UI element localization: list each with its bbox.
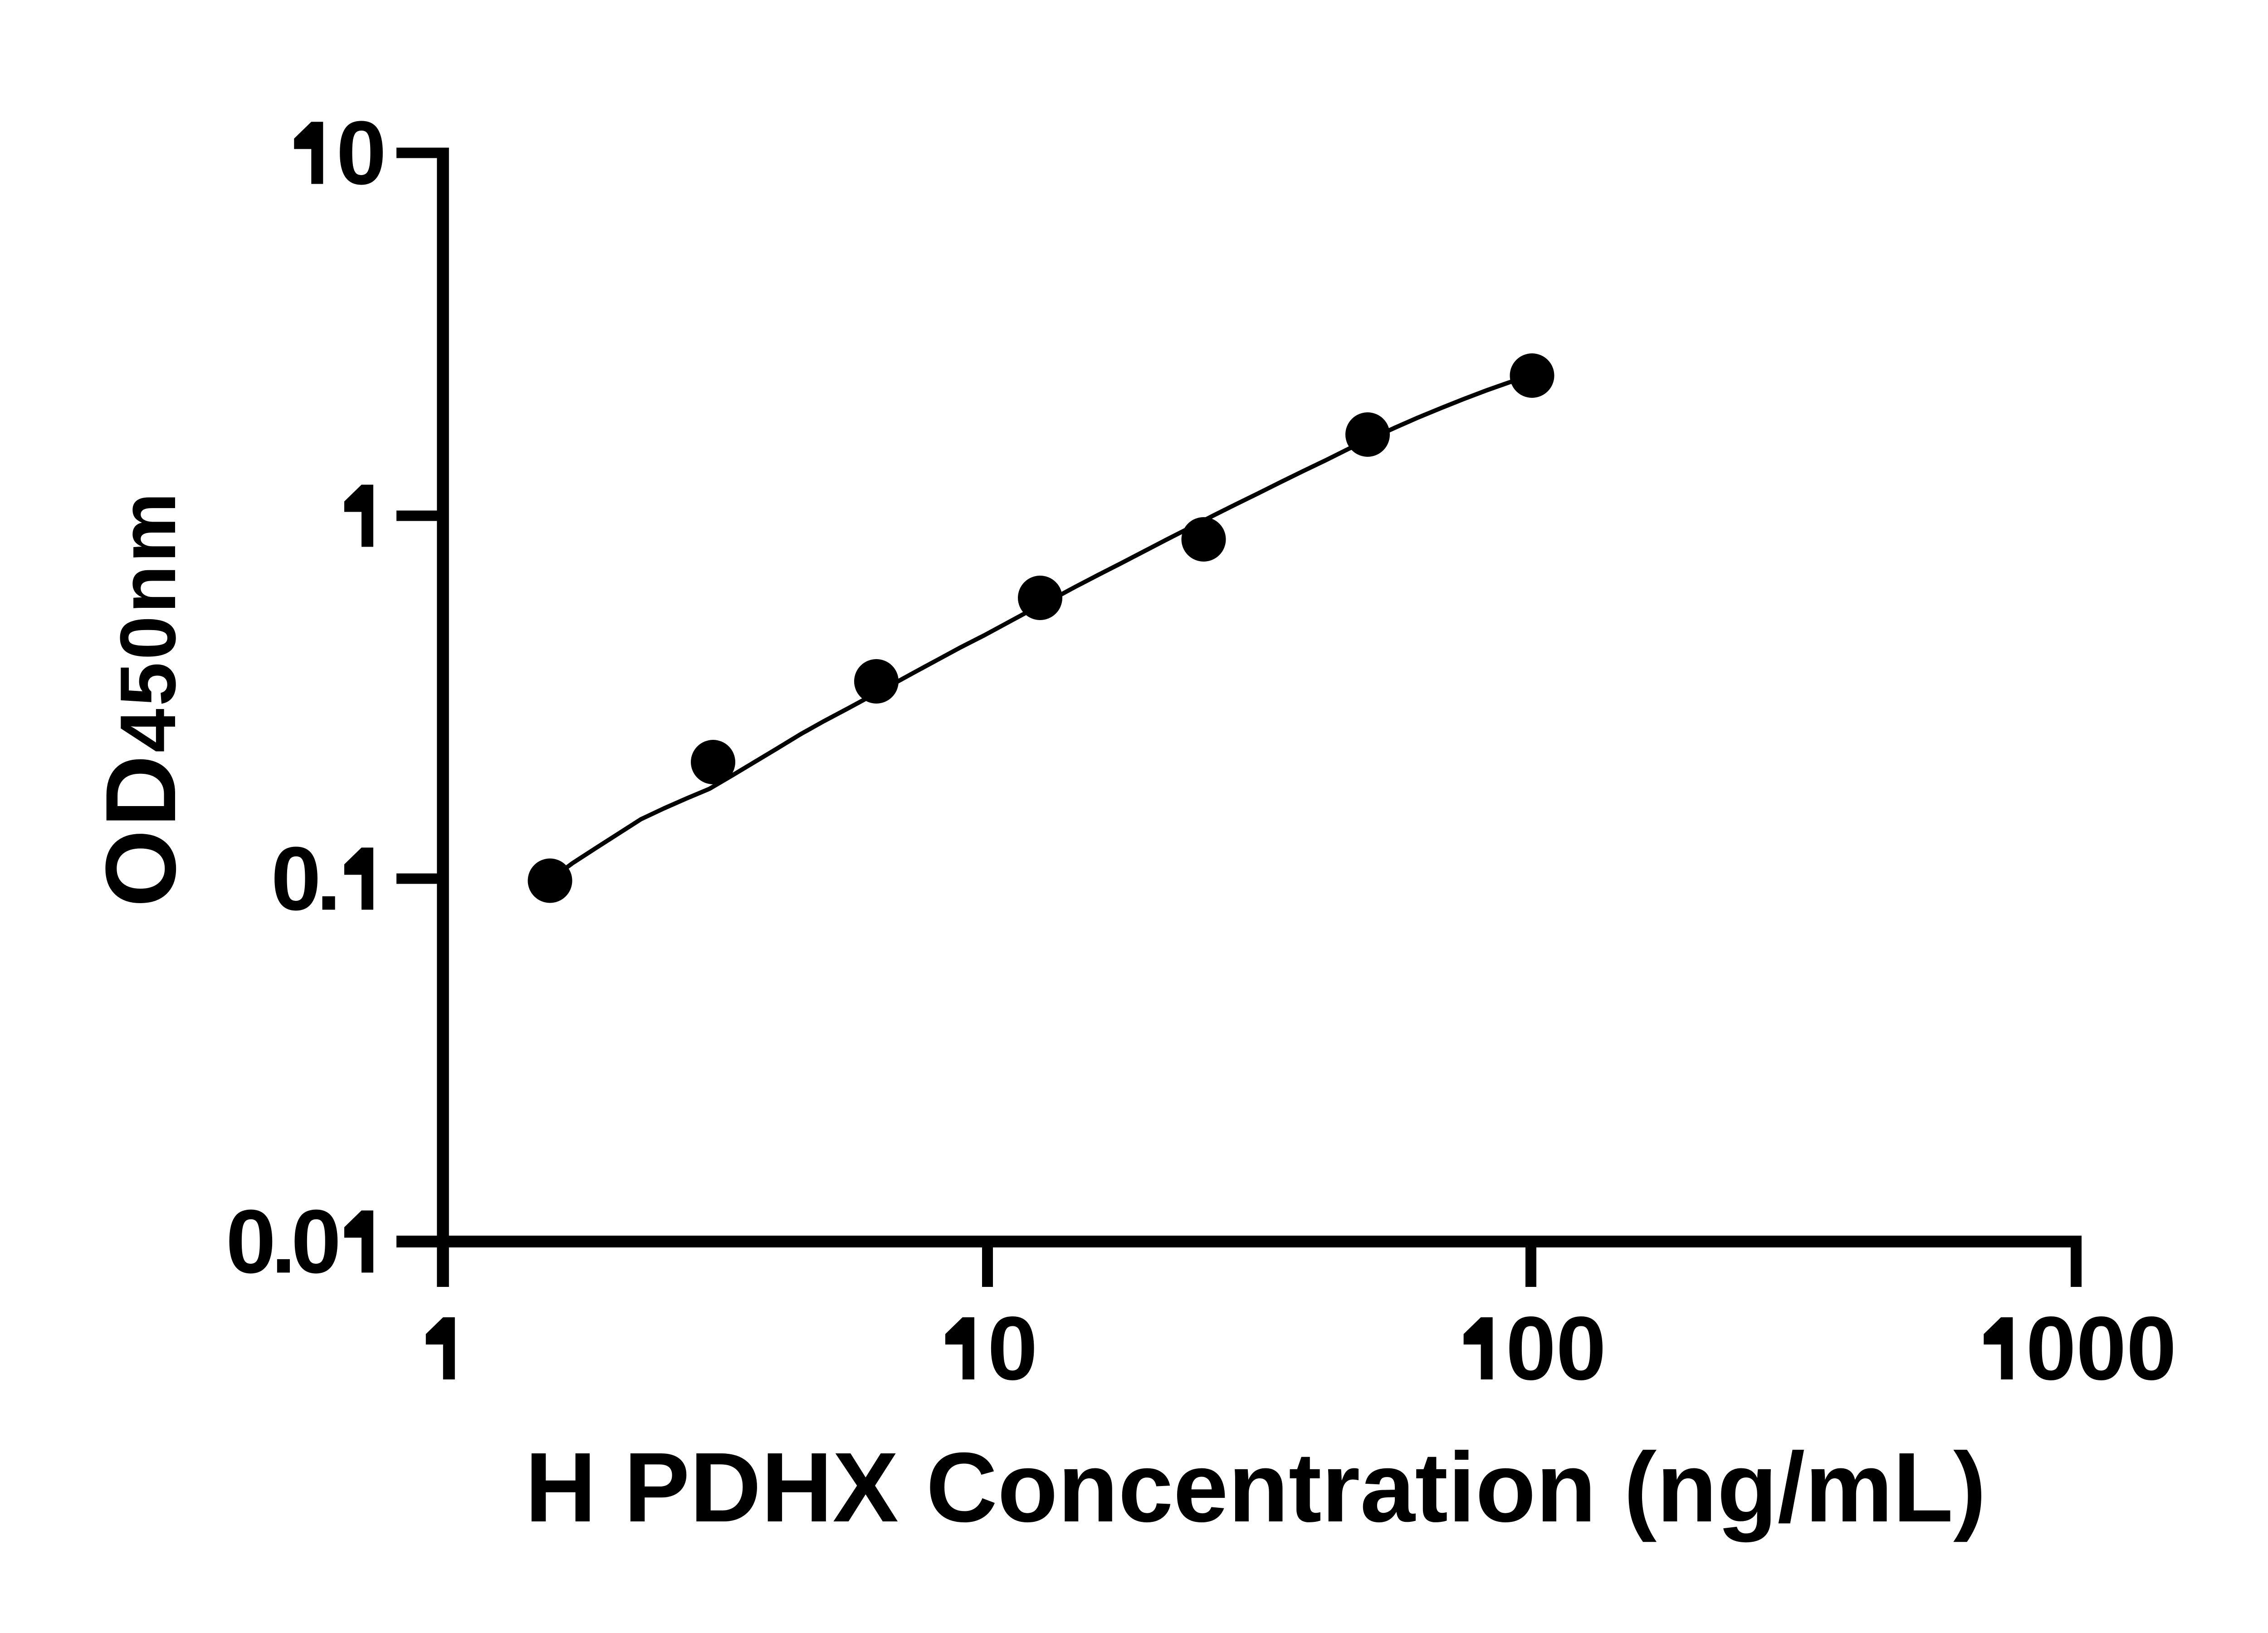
svg-text:0.0: 0.0: [226, 1192, 338, 1292]
svg-text:0: 0: [987, 1298, 1038, 1399]
svg-text:OD450nm: OD450nm: [85, 490, 196, 907]
svg-text:00: 00: [1506, 1298, 1606, 1399]
svg-text:0.: 0.: [271, 829, 336, 929]
svg-text:H PDHX Concentration (ng/mL): H PDHX Concentration (ng/mL): [525, 1433, 1986, 1543]
svg-text:000: 000: [2026, 1298, 2176, 1399]
svg-text:0: 0: [336, 103, 386, 204]
